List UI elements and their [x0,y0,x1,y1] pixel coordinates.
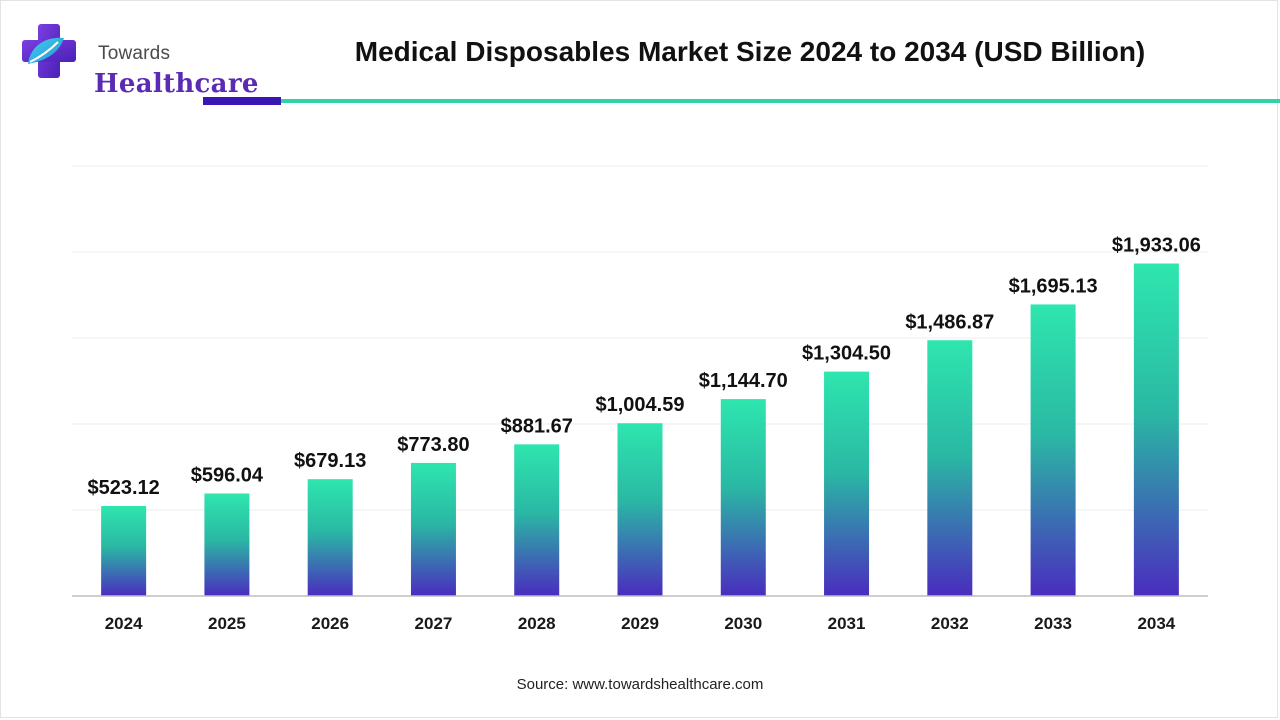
chart-title: Medical Disposables Market Size 2024 to … [354,36,1146,67]
data-label: $679.13 [294,450,366,472]
data-label: $1,486.87 [905,311,994,333]
x-tick-label: 2030 [724,614,762,633]
bar-2028 [514,444,560,596]
bar-2034 [1133,263,1179,596]
bar-2027 [410,462,456,596]
title-underline-teal [281,99,1280,103]
x-tick-label: 2024 [105,614,143,633]
x-tick-label: 2029 [621,614,659,633]
x-tick-label: 2033 [1034,614,1072,633]
data-label: $1,695.13 [1009,275,1098,297]
x-tick-label: 2025 [208,614,246,633]
bar-2024 [101,506,147,596]
bar-2032 [927,340,973,596]
bar-2033 [1030,304,1076,596]
data-label: $523.12 [87,477,159,499]
bar-2026 [307,479,353,596]
source-note: Source: www.towardshealthcare.com [516,676,764,693]
data-label: $881.67 [501,415,573,437]
bar-2029 [617,423,663,596]
title-underline-dark [203,97,281,105]
x-tick-label: 2028 [518,614,556,633]
data-label: $1,004.59 [596,394,685,416]
brand-line2: Healthcare [94,69,259,99]
x-tick-labels: 2024 2025 2026 2027 2028 2029 2030 2031 2032 2033… [105,614,1176,633]
x-tick-label: 2034 [1137,614,1175,633]
bars [101,263,1179,596]
x-tick-label: 2031 [828,614,866,633]
brand-line1: Towards [98,43,171,64]
bar-2030 [720,399,766,596]
data-label: $1,304.50 [802,343,891,365]
x-tick-label: 2032 [931,614,969,633]
bar-2031 [824,371,870,596]
brand-logo: Towards Healthcare [20,20,258,99]
medical-cross-icon [22,24,76,78]
data-label: $596.04 [191,464,264,486]
x-tick-label: 2027 [415,614,453,633]
bar-2025 [204,493,250,596]
data-label: $1,933.06 [1112,235,1201,257]
data-label: $1,144.70 [699,370,788,392]
data-labels: $523.12 $596.04 $679.13 $773.80 $881.67 $1,00… [87,235,1200,500]
x-tick-label: 2026 [311,614,349,633]
data-label: $773.80 [397,434,469,456]
